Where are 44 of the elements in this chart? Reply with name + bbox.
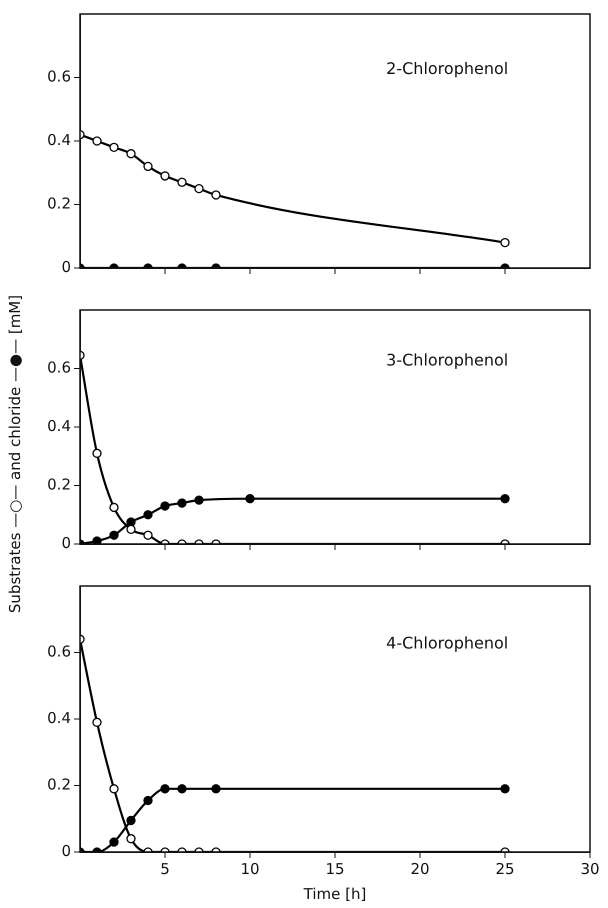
- point: [126, 517, 136, 527]
- annotation: 2-Chlorophenol: [386, 59, 508, 78]
- y-tick-label: 0.2: [47, 475, 71, 494]
- y-tick-label: 0: [61, 258, 71, 276]
- point: [126, 524, 136, 534]
- x-tick-label: 10: [240, 860, 260, 878]
- annotation: 4-Chlorophenol: [386, 634, 508, 653]
- y-tick-label: 0.4: [47, 130, 71, 149]
- point: [92, 536, 102, 544]
- y-tick-label: 0: [61, 842, 71, 860]
- y-tick-label: 0.6: [47, 642, 71, 660]
- y-tick-label: 0.2: [47, 194, 71, 212]
- x-tick-label: 15: [325, 860, 345, 878]
- annotation: 3-Chlorophenol: [386, 350, 508, 370]
- point: [126, 149, 136, 158]
- point: [143, 162, 153, 172]
- point: [109, 530, 119, 540]
- point: [194, 495, 204, 505]
- y-tick-label: 0.2: [47, 775, 71, 794]
- point: [92, 448, 102, 458]
- point: [177, 498, 187, 508]
- y-tick-label: 0: [61, 534, 71, 552]
- point: [109, 502, 119, 512]
- x-tick-label: 30: [580, 860, 600, 878]
- y-tick-label: 0.4: [47, 708, 71, 727]
- y-axis-title: Substrates —○— and chloride —●— [mM]: [6, 294, 24, 614]
- point: [194, 184, 204, 194]
- point: [160, 501, 170, 511]
- point: [177, 178, 187, 187]
- point: [109, 142, 119, 152]
- x-axis-title: Time [h]: [302, 884, 366, 903]
- y-tick-label: 0.6: [47, 358, 71, 376]
- x-tick-label: 20: [410, 860, 430, 878]
- point: [143, 510, 153, 520]
- point: [160, 171, 170, 181]
- point: [245, 494, 255, 504]
- x-tick-label: 5: [160, 860, 170, 878]
- point: [143, 530, 153, 540]
- point: [92, 136, 102, 146]
- point: [211, 190, 221, 200]
- x-tick-label: 25: [495, 860, 515, 878]
- y-tick-label: 0.4: [47, 416, 71, 435]
- y-tick-label: 0.6: [47, 67, 71, 86]
- point: [500, 494, 510, 504]
